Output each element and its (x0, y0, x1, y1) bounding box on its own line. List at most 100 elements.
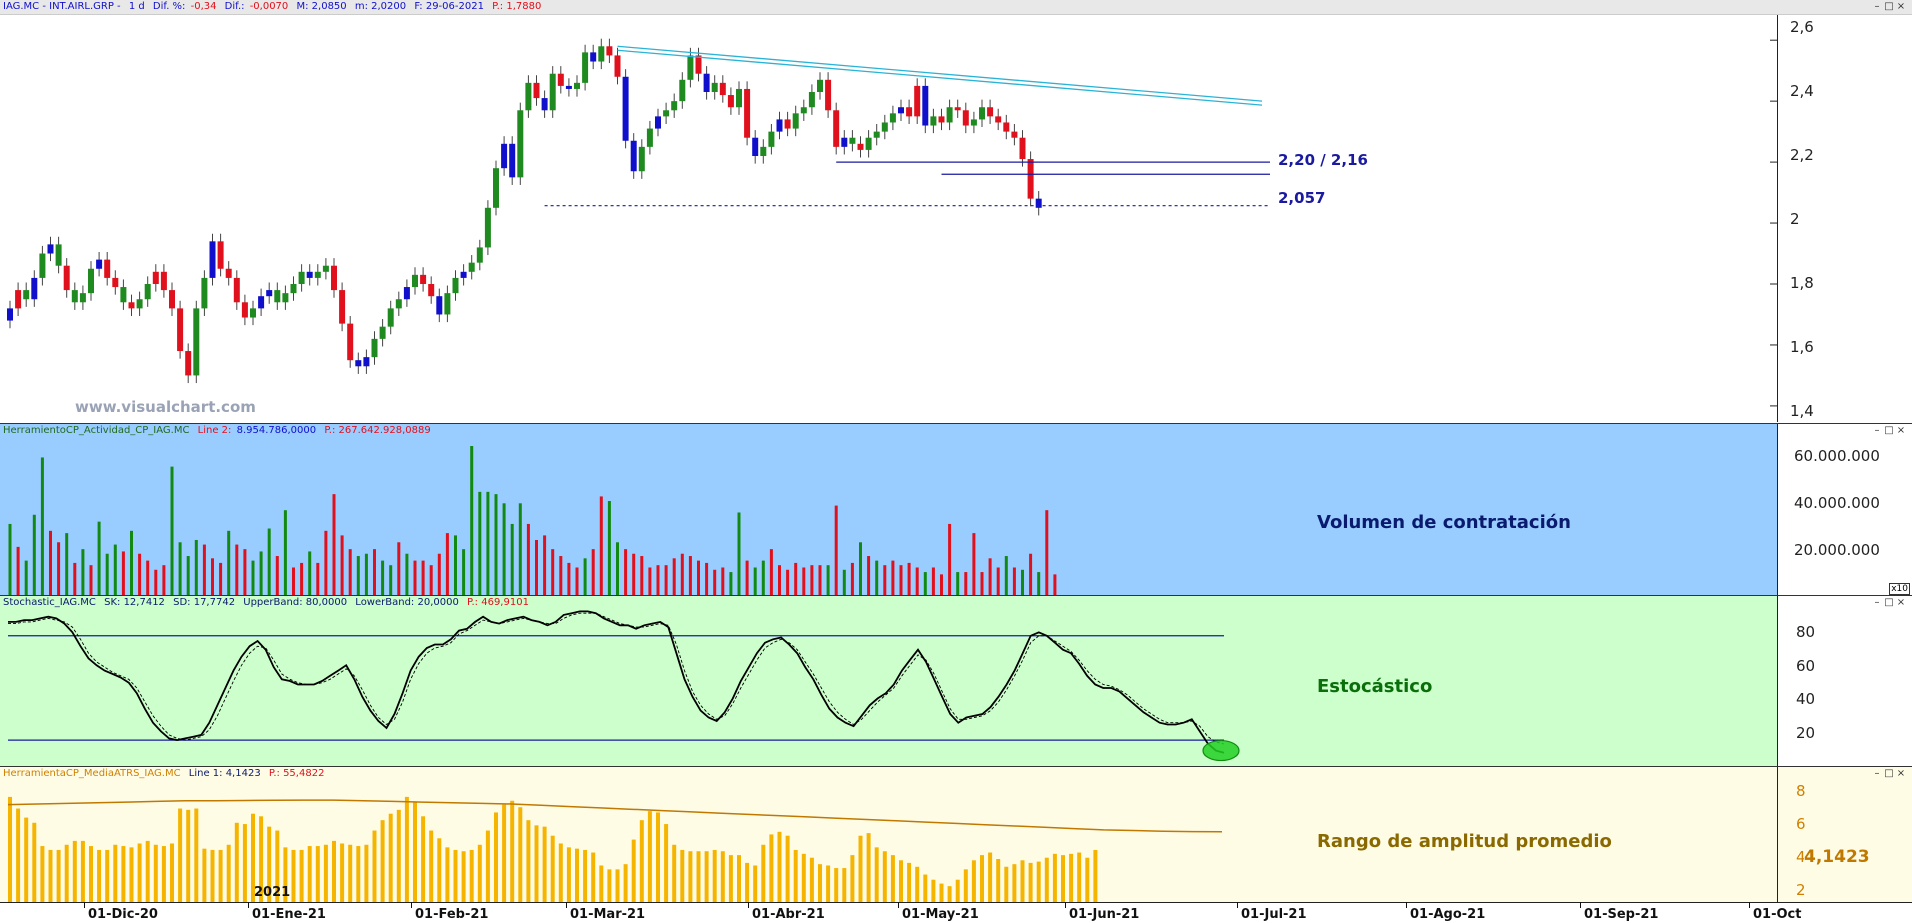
atr-bar (518, 807, 523, 903)
candle-body (549, 73, 556, 111)
volume-bar (996, 567, 1000, 595)
atr-bar (178, 808, 183, 903)
candle-body (898, 107, 904, 114)
close-button[interactable]: × (1896, 1, 1906, 12)
candle-body (322, 265, 329, 272)
price-chart[interactable] (0, 0, 1778, 422)
atr-bar (988, 852, 993, 903)
volume-bar (899, 565, 903, 595)
stochastic-tick: 40 (1796, 690, 1816, 708)
volume-bar (57, 542, 61, 595)
candle-body (695, 55, 702, 74)
date-tick-label: 01-Jul-21 (1241, 907, 1307, 922)
volume-bar (178, 542, 182, 595)
atr-bar (558, 843, 563, 903)
volume-bar (146, 560, 150, 595)
atr-bar (664, 824, 669, 903)
maximize-button[interactable]: □ (1884, 768, 1894, 779)
stochastic-line-sd (8, 612, 1225, 745)
volume-bar (170, 466, 174, 595)
volume-bar (518, 503, 522, 595)
volume-bar (535, 539, 538, 595)
date-tick-label: 01-May-21 (902, 907, 979, 922)
candle-body (752, 137, 759, 156)
candle-body (120, 287, 127, 303)
atr-bar (866, 833, 871, 903)
atr-bar (121, 846, 126, 903)
candle-body (663, 110, 670, 117)
atr-bar (267, 826, 272, 903)
volume-chart[interactable] (0, 424, 1778, 595)
candle-body (460, 271, 467, 278)
atr-bar (720, 851, 725, 903)
year-label: 2021 (254, 885, 291, 900)
candle-body (250, 308, 256, 318)
atr-bar (170, 843, 174, 903)
candle-body (800, 107, 807, 114)
date-tickmark (566, 902, 567, 908)
stochastic-chart[interactable] (0, 596, 1778, 766)
minimize-button[interactable]: – (1874, 768, 1880, 779)
atr-chart[interactable] (0, 767, 1778, 903)
minimize-button[interactable]: – (1874, 597, 1880, 608)
atr-bar (396, 809, 401, 903)
atr-bar (923, 874, 928, 903)
atr-bar (469, 849, 474, 903)
atr-bar (737, 855, 741, 903)
candle-body (363, 357, 370, 367)
atr-bar (542, 826, 547, 903)
candle-body (136, 299, 143, 309)
volume-bar (794, 562, 798, 595)
candle-body (873, 131, 880, 138)
candle-body (679, 79, 686, 102)
minimize-button[interactable]: – (1874, 1, 1880, 12)
minimize-button[interactable]: – (1874, 425, 1880, 436)
volume-bar (494, 494, 498, 595)
volume-pane[interactable]: HerramientoCP_Actividad_CP_IAG.MC Line 2… (0, 423, 1912, 595)
candle-body (1035, 198, 1042, 208)
stochastic-tick: 80 (1796, 623, 1816, 641)
volume-bar (121, 551, 125, 595)
candle-body (598, 46, 605, 62)
price-header: IAG.MC - INT.AIRL.GRP - 1 d Dif. %: -0,3… (3, 1, 546, 13)
maximize-button[interactable]: □ (1884, 425, 1894, 436)
volume-bar (405, 553, 409, 595)
atr-bar (939, 883, 944, 903)
stochastic-pane[interactable]: Stochastic_IAG.MC SK: 12,7412 SD: 17,774… (0, 595, 1912, 766)
stochastic-pane-label: Estocástico (1317, 676, 1433, 697)
candle-body (630, 140, 637, 172)
candle-body (331, 265, 337, 291)
price-pane[interactable]: IAG.MC - INT.AIRL.GRP - 1 d Dif. %: -0,3… (0, 0, 1912, 422)
atr-bar (226, 844, 231, 903)
atr-bar (332, 840, 336, 903)
volume-bar (154, 569, 158, 595)
resistance-trendline (617, 49, 1263, 106)
volume-bar (113, 544, 117, 595)
atr-bar (809, 857, 814, 903)
atr-bar (16, 808, 21, 903)
atr-bar (202, 848, 207, 903)
volume-bar (130, 530, 133, 595)
close-button[interactable]: × (1896, 597, 1906, 608)
maximize-button[interactable]: □ (1884, 597, 1894, 608)
atr-bar (534, 825, 539, 903)
close-button[interactable]: × (1896, 425, 1906, 436)
maximize-button[interactable]: □ (1884, 1, 1894, 12)
atr-bar (607, 869, 612, 903)
atr-bar (153, 844, 158, 903)
price-tick: 1,6 (1790, 338, 1814, 356)
volume-bar (454, 535, 457, 595)
price-tick: 2,2 (1790, 146, 1814, 164)
candle-body (938, 116, 945, 123)
atr-bar (364, 844, 369, 903)
candle-body (152, 271, 159, 284)
candle-body (582, 52, 589, 83)
volume-bar (24, 560, 28, 595)
candle-body (906, 107, 913, 117)
atr-bar (745, 862, 750, 903)
volume-bar (235, 544, 239, 595)
atr-bar (372, 830, 377, 903)
atr-pane[interactable]: HerramientaCP_MediaATRS_IAG.MC Line 1: 4… (0, 766, 1912, 903)
close-button[interactable]: × (1896, 768, 1906, 779)
atr-bar (242, 824, 247, 903)
